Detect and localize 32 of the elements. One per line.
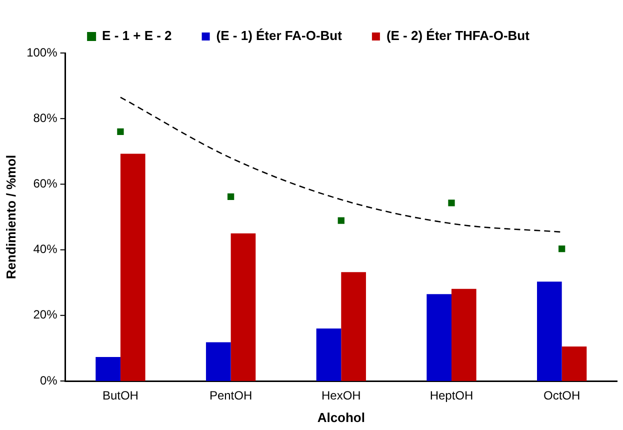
y-tick-label: 80%	[33, 110, 58, 125]
x-tick-label: ButOH	[102, 388, 138, 403]
point	[227, 193, 234, 200]
y-tick-label: 0%	[40, 373, 58, 388]
legend-label: E - 1 + E - 2	[102, 28, 172, 44]
legend-label: (E - 1) Éter FA-O-But	[216, 28, 343, 44]
bar	[451, 288, 476, 381]
bar	[316, 328, 342, 381]
x-tick-label: OctOH	[543, 388, 580, 403]
x-tick-label: HeptOH	[430, 388, 474, 403]
bar	[537, 282, 562, 381]
bar	[120, 154, 146, 381]
bar	[562, 346, 587, 381]
y-axis-title: Rendimiento / %mol	[3, 154, 18, 280]
bar	[341, 272, 366, 381]
y-tick-label: 20%	[33, 308, 58, 322]
bar	[426, 294, 452, 381]
legend-label: (E - 2) Éter THFA-O-But	[386, 28, 530, 44]
y-tick-label: 60%	[33, 176, 58, 191]
x-tick-label: PentOH	[209, 388, 252, 403]
bar	[230, 233, 256, 381]
x-axis-title: Alcohol	[317, 410, 365, 425]
y-tick-label: 40%	[33, 242, 58, 256]
point	[558, 245, 566, 252]
point	[338, 217, 344, 224]
bar	[206, 342, 231, 381]
line-series	[120, 96, 562, 233]
bar	[96, 357, 120, 381]
x-tick-label: HexOH	[321, 388, 361, 403]
y-tick-label: 100%	[26, 45, 58, 60]
point	[448, 200, 455, 206]
point	[117, 128, 124, 136]
